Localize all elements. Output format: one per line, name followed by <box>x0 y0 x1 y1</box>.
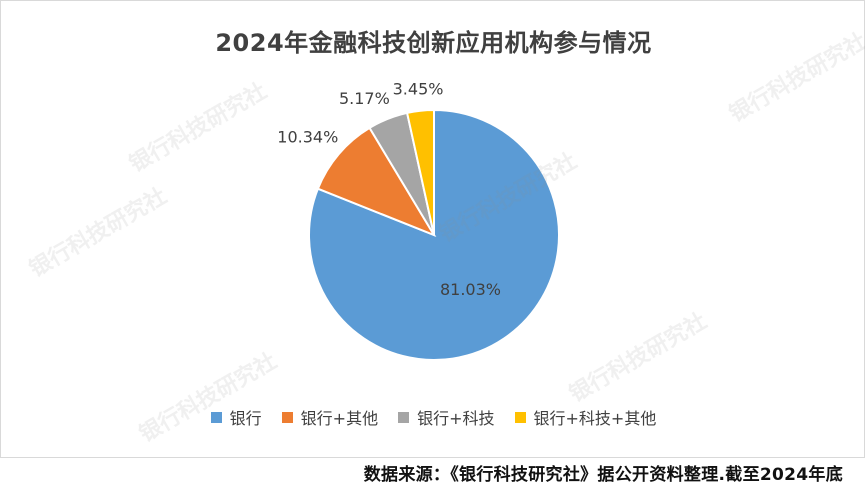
pie-slice <box>316 126 437 238</box>
pie-slice <box>308 108 560 361</box>
legend-item: 银行+科技 <box>398 405 495 429</box>
chart-title: 2024年金融科技创新应用机构参与情况 <box>215 29 652 57</box>
legend-item: 银行+其他 <box>281 405 379 429</box>
source-note: 数据来源：《银行科技研究社》据公开资料整理.截至2024年底 <box>363 465 843 485</box>
data-label: 3.45% <box>393 79 444 98</box>
legend: 银行 银行+其他 银行+科技 银行+科技+其他 <box>1 405 865 429</box>
legend-label: 银行+科技+其他 <box>533 409 657 428</box>
legend-item: 银行 <box>210 405 262 429</box>
pie-slice <box>405 108 435 236</box>
legend-swatch <box>514 411 526 423</box>
chart-area: 2024年金融科技创新应用机构参与情况 81.03% 10.34% 5.17% 3.4… <box>0 0 865 458</box>
legend-label: 银行 <box>229 409 262 428</box>
legend-swatch <box>210 411 222 423</box>
legend-swatch <box>398 411 410 423</box>
legend-swatch <box>281 411 293 423</box>
data-label: 81.03% <box>440 280 501 299</box>
legend-label: 银行+科技 <box>417 409 495 428</box>
legend-item: 银行+科技+其他 <box>514 405 657 429</box>
data-label: 10.34% <box>277 127 338 146</box>
pie-chart: 81.03% 10.34%5.17%3.45% <box>277 79 560 361</box>
data-label: 5.17% <box>339 89 390 108</box>
legend-label: 银行+其他 <box>300 409 379 428</box>
